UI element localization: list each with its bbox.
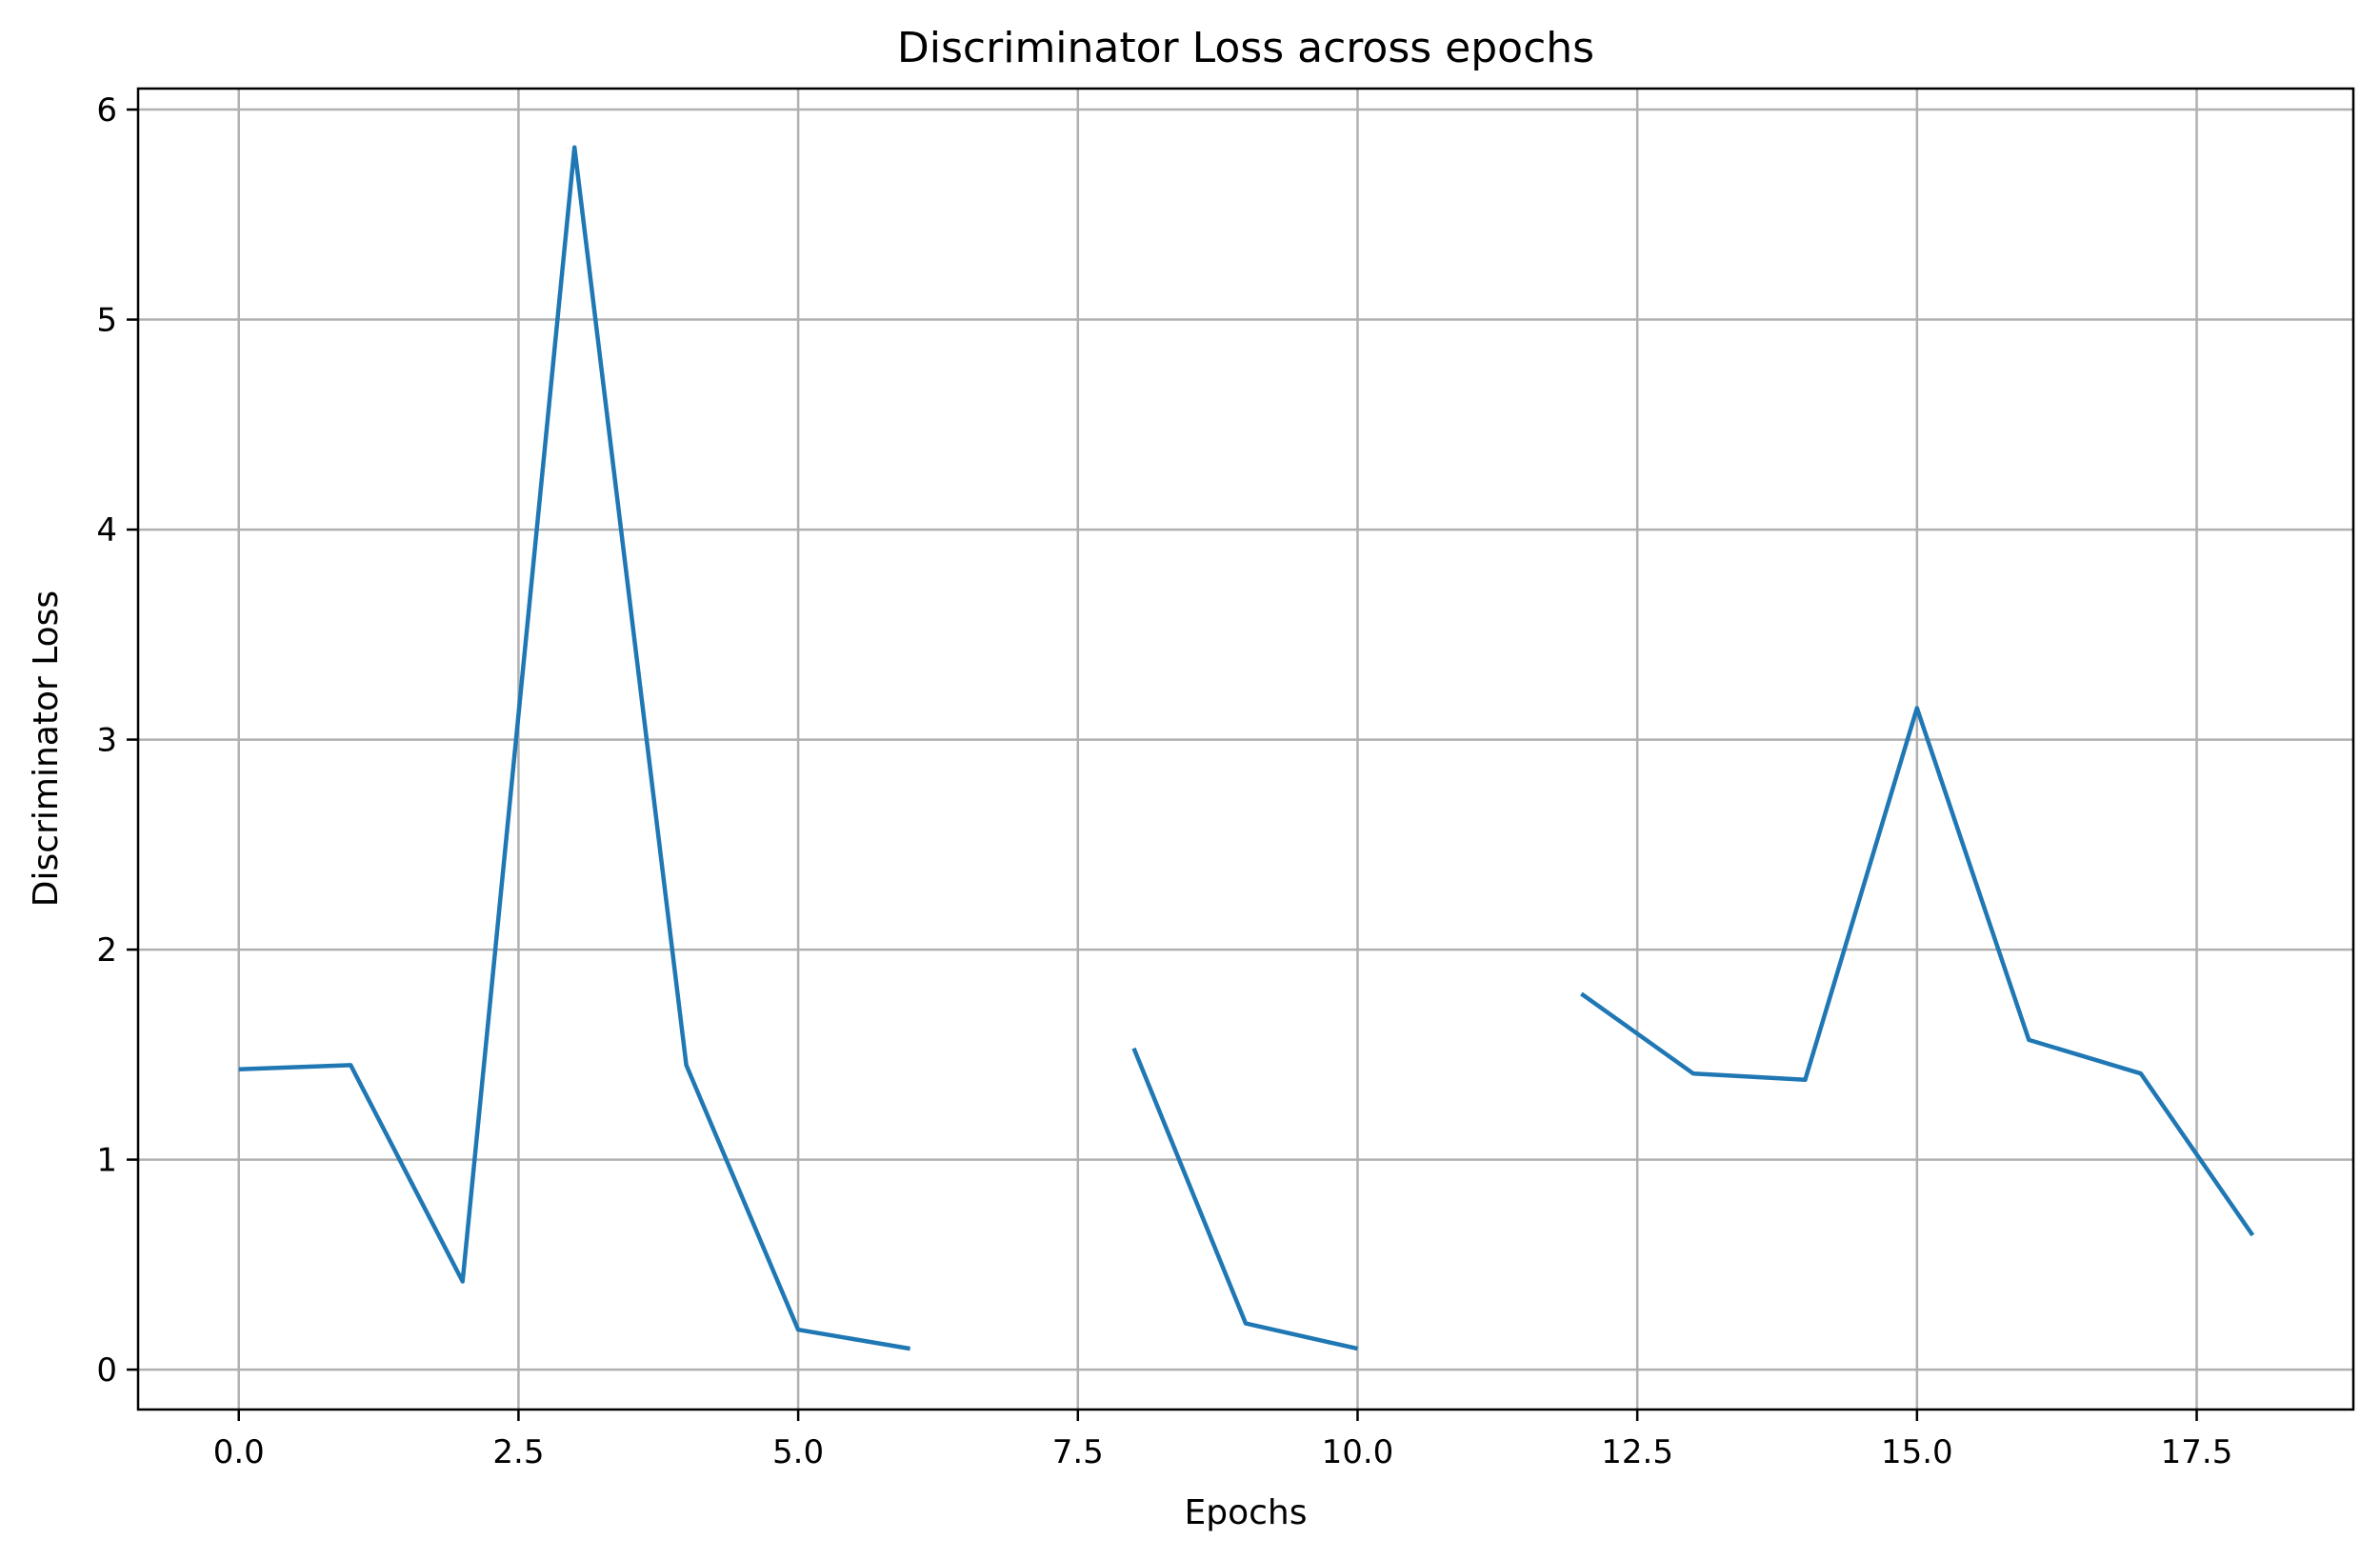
x-tick-label: 5.0	[772, 1433, 824, 1471]
x-tick-label: 0.0	[213, 1433, 265, 1471]
ticks: 0.0 2.5 5.0 7.5 10.0 12.5 15.0 17.5 0 1 2 3 4 5 6	[96, 91, 2232, 1471]
series-line	[238, 145, 2255, 1351]
y-tick-label: 4	[96, 511, 117, 550]
plot-frame	[136, 87, 2355, 1411]
x-tick-label: 12.5	[1601, 1433, 1673, 1471]
y-tick-label: 5	[96, 302, 117, 340]
y-tick-label: 2	[96, 931, 117, 970]
x-tick-label: 17.5	[2161, 1433, 2233, 1471]
x-axis-label: Epochs	[1185, 1493, 1308, 1532]
series-layer	[238, 145, 2255, 1351]
x-tick-label: 2.5	[492, 1433, 544, 1471]
chart-title: Discriminator Loss across epochs	[897, 24, 1594, 72]
y-tick-label: 1	[96, 1142, 117, 1180]
x-tick-label: 7.5	[1052, 1433, 1104, 1471]
grid	[138, 89, 2353, 1410]
y-tick-label: 0	[96, 1351, 117, 1390]
y-tick-label: 6	[96, 91, 117, 130]
x-tick-label: 10.0	[1322, 1433, 1394, 1471]
y-tick-label: 3	[96, 722, 117, 760]
y-axis-label: Discriminator Loss	[27, 590, 66, 907]
x-tick-label: 15.0	[1881, 1433, 1953, 1471]
